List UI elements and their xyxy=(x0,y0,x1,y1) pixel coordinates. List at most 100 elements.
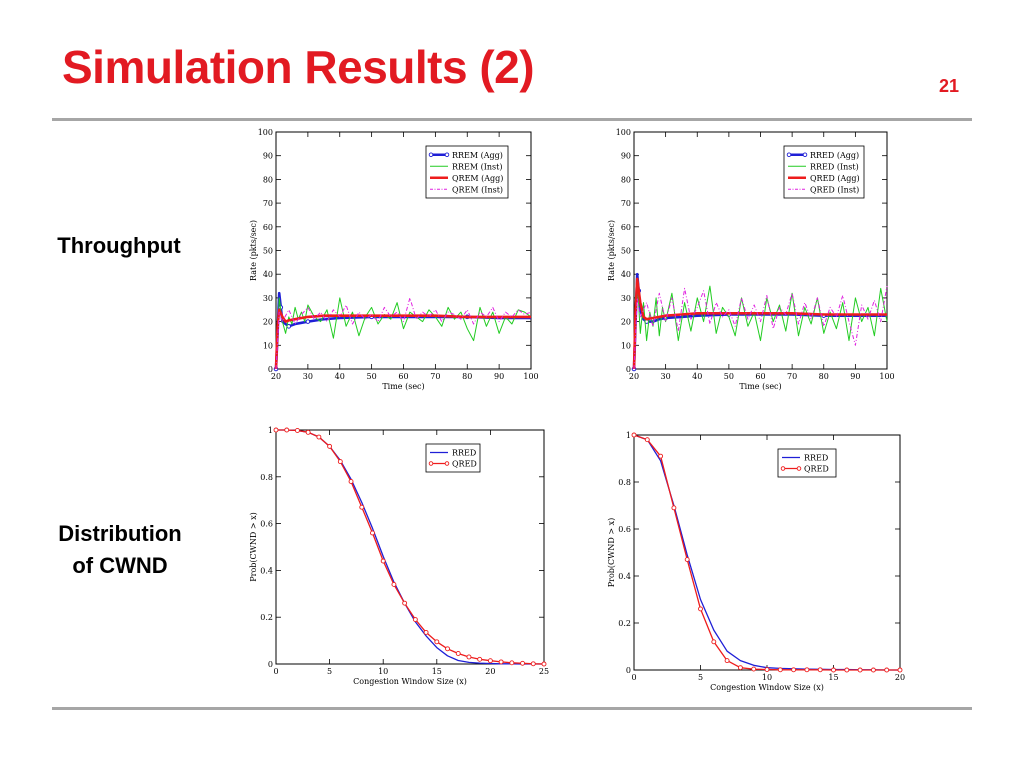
y-tick-label: 1 xyxy=(268,426,273,435)
series-point xyxy=(445,646,450,652)
series-point xyxy=(751,666,757,672)
x-tick-label: 70 xyxy=(787,372,797,381)
legend-box xyxy=(425,443,481,473)
slide-number: 21 xyxy=(939,76,960,96)
legend-label: QREM (Inst) xyxy=(452,185,503,194)
legend-marker xyxy=(444,152,450,158)
legend-marker xyxy=(780,466,786,471)
series-line-3 xyxy=(275,297,532,370)
y-axis-label: Rate (pkts/sec) xyxy=(249,220,258,281)
y-tick-label: 20 xyxy=(621,318,631,327)
y-tick-label: 40 xyxy=(263,270,273,279)
series-point xyxy=(316,434,322,440)
series-line-2 xyxy=(632,277,887,370)
series-point xyxy=(380,558,386,564)
x-tick-label: 90 xyxy=(494,372,504,381)
x-tick-label: 70 xyxy=(430,372,440,381)
y-tick-label: 50 xyxy=(621,247,631,256)
y-tick-label: 0.2 xyxy=(260,613,273,622)
y-tick-label: 0.6 xyxy=(618,525,631,534)
series-point xyxy=(870,667,876,673)
chart-cwnd-right: 0 5 10 15 20 0 0.2 0.4 0.6 0.8 1 Congestion Window … xyxy=(598,425,910,702)
y-tick-label: 0.8 xyxy=(260,473,273,482)
series-point xyxy=(844,667,850,673)
top-divider xyxy=(52,118,972,121)
x-axis-label: Congestion Window Size (x) xyxy=(353,677,467,686)
legend-label: QRED xyxy=(452,460,477,469)
series-point xyxy=(791,667,797,673)
series-point xyxy=(857,667,863,673)
y-axis-label: Prob(CWND > x) xyxy=(249,512,258,581)
legend-label: QRED (Inst) xyxy=(810,185,859,194)
y-tick-label: 100 xyxy=(616,128,631,137)
y-tick-label: 70 xyxy=(263,199,273,208)
y-tick-label: 0 xyxy=(626,666,631,675)
legend-label: QRED (Agg) xyxy=(810,174,860,183)
series-point xyxy=(698,606,703,612)
series-point xyxy=(273,427,279,433)
legend-marker xyxy=(786,152,792,158)
x-tick-label: 20 xyxy=(485,667,495,676)
series-point xyxy=(359,504,365,510)
x-tick-label: 0 xyxy=(273,667,278,676)
bottom-divider xyxy=(52,707,972,710)
x-tick-label: 80 xyxy=(819,372,829,381)
series-point xyxy=(423,629,429,635)
series-point xyxy=(391,581,397,587)
series-point xyxy=(817,667,823,673)
y-axis-label: Prob(CWND > x) xyxy=(607,518,616,587)
y-tick-label: 70 xyxy=(621,199,631,208)
row-label-cwnd: Distribution of CWND xyxy=(30,518,210,582)
series-point xyxy=(737,665,743,671)
x-axis-label: Congestion Window Size (x) xyxy=(710,683,824,692)
legend-label: QRED xyxy=(804,465,829,474)
series-line-3 xyxy=(633,286,888,370)
series-point xyxy=(348,479,354,484)
row-label-throughput-text: Throughput xyxy=(57,233,181,258)
y-tick-label: 0 xyxy=(626,365,631,374)
series-point xyxy=(434,639,440,645)
y-tick-label: 10 xyxy=(263,341,273,350)
y-tick-label: 50 xyxy=(263,247,273,256)
legend-label: RRED xyxy=(452,449,476,458)
x-tick-label: 20 xyxy=(629,372,639,381)
chart-cwnd-left: 0 5 10 15 20 25 0 0.2 0.4 0.6 0.8 1 Congestion Windo… xyxy=(240,420,552,697)
legend-marker xyxy=(444,461,450,466)
series-point xyxy=(644,437,650,443)
x-axis-label: Time (sec) xyxy=(382,382,424,391)
series-point xyxy=(541,661,547,667)
series-point xyxy=(724,658,730,664)
x-tick-label: 100 xyxy=(523,372,538,381)
x-tick-label: 50 xyxy=(724,372,734,381)
series-point xyxy=(711,639,717,645)
series-point xyxy=(337,459,343,465)
y-tick-label: 20 xyxy=(263,318,273,327)
series-point xyxy=(294,428,300,433)
x-tick-label: 60 xyxy=(398,372,408,381)
x-tick-label: 100 xyxy=(879,372,894,381)
row-label-cwnd-line1: Distribution xyxy=(58,521,182,546)
x-tick-label: 5 xyxy=(698,673,703,682)
x-tick-label: 10 xyxy=(762,673,772,682)
x-tick-label: 30 xyxy=(661,372,671,381)
y-tick-label: 0.6 xyxy=(260,520,273,529)
series-point xyxy=(897,667,903,673)
y-tick-label: 40 xyxy=(621,270,631,279)
series-point xyxy=(402,600,408,606)
legend-label: QREM (Agg) xyxy=(452,174,503,183)
slide-title: Simulation Results (2) xyxy=(62,41,535,93)
y-tick-label: 0.2 xyxy=(618,619,631,628)
y-tick-label: 0 xyxy=(268,660,273,669)
legend-box xyxy=(777,448,837,478)
plot-frame xyxy=(633,434,901,671)
series-point xyxy=(631,432,637,438)
chart-cwnd-left-svg: 0 5 10 15 20 25 0 0.2 0.4 0.6 0.8 1 Congestion Windo… xyxy=(249,426,549,686)
y-tick-label: 60 xyxy=(263,223,273,232)
y-tick-label: 80 xyxy=(263,175,273,184)
x-tick-label: 15 xyxy=(828,673,838,682)
series-point xyxy=(327,443,333,449)
x-tick-label: 60 xyxy=(755,372,765,381)
series-point xyxy=(777,667,783,673)
series-point xyxy=(658,453,664,459)
x-tick-label: 40 xyxy=(692,372,702,381)
